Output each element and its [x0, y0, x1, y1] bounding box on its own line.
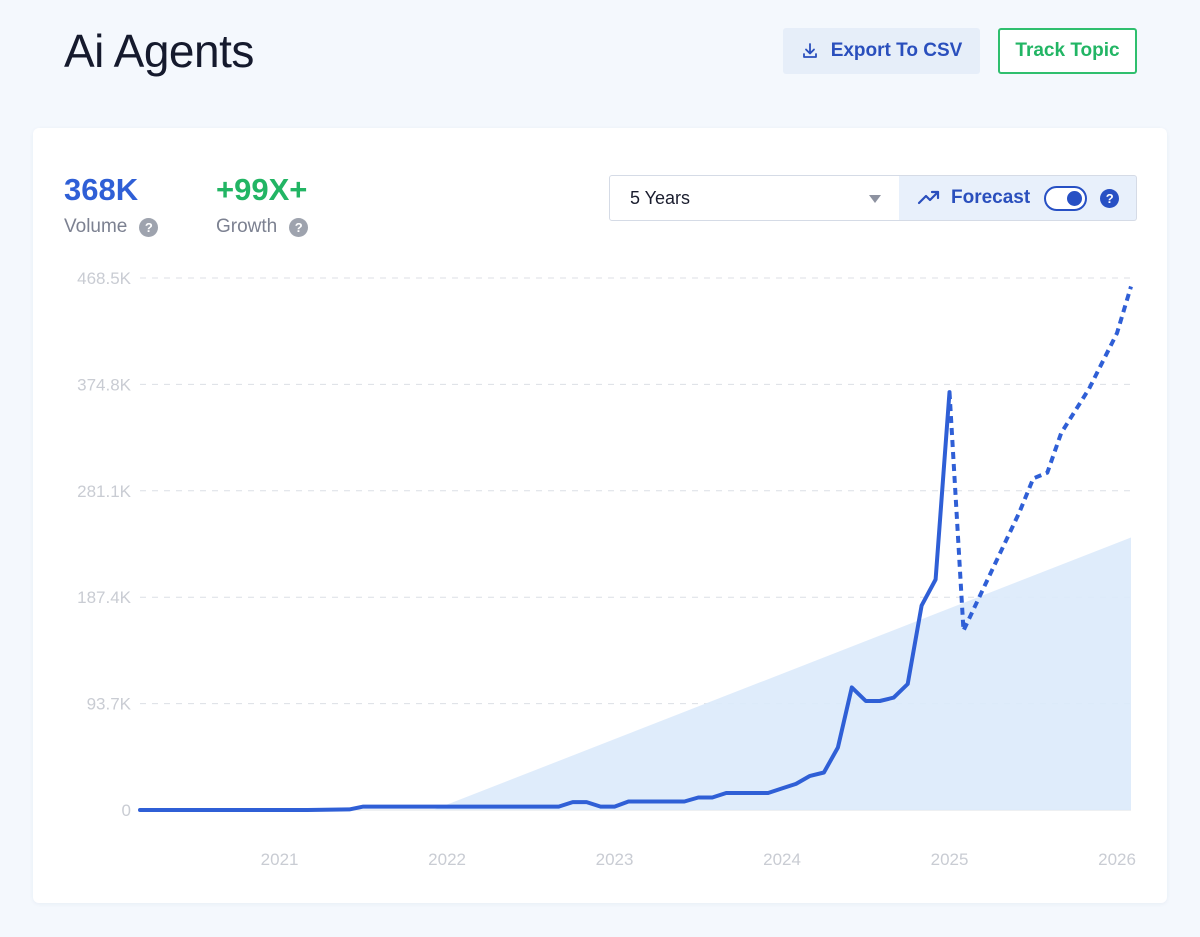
x-tick-label: 2021: [261, 850, 299, 869]
toggle-knob: [1067, 190, 1083, 206]
question-icon[interactable]: ?: [1100, 188, 1120, 208]
y-tick-label: 187.4K: [77, 588, 132, 607]
question-icon[interactable]: ?: [289, 217, 309, 237]
y-tick-label: 0: [122, 801, 131, 820]
trend-area: [433, 537, 1131, 810]
x-tick-label: 2025: [931, 850, 969, 869]
forecast-line: [947, 285, 1133, 633]
x-tick-label: 2024: [763, 850, 801, 869]
volume-value: 368K: [64, 172, 139, 207]
growth-value: +99X+: [216, 172, 308, 207]
track-topic-button[interactable]: Track Topic: [998, 28, 1137, 74]
x-tick-label: 2022: [428, 850, 466, 869]
trend-up-icon: [917, 190, 940, 205]
question-icon[interactable]: ?: [139, 217, 159, 237]
forecast-label[interactable]: Forecast: [951, 187, 1031, 208]
volume-label: Volume: [64, 216, 128, 237]
x-tick-label: 2026: [1098, 850, 1136, 869]
page-title: Ai Agents: [64, 25, 254, 77]
y-tick-label: 93.7K: [87, 695, 132, 714]
growth-label: Growth: [216, 216, 278, 237]
forecast-control: Forecast ?: [899, 175, 1137, 221]
y-tick-label: 468.5K: [77, 269, 132, 288]
time-range-select[interactable]: 5 Years: [609, 175, 900, 221]
forecast-toggle[interactable]: [1044, 185, 1088, 211]
export-csv-label: Export To CSV: [830, 40, 963, 61]
export-csv-button[interactable]: Export To CSV: [783, 28, 980, 74]
x-tick-label: 2023: [596, 850, 634, 869]
y-tick-label: 281.1K: [77, 482, 132, 501]
volume-metric: Volume ?: [64, 216, 159, 238]
growth-metric: Growth ?: [216, 216, 309, 238]
download-icon: [802, 43, 817, 58]
volume-line: [138, 390, 952, 812]
caret-down-icon: [869, 195, 881, 203]
y-tick-label: 374.8K: [77, 375, 132, 394]
time-range-value: 5 Years: [630, 187, 691, 208]
